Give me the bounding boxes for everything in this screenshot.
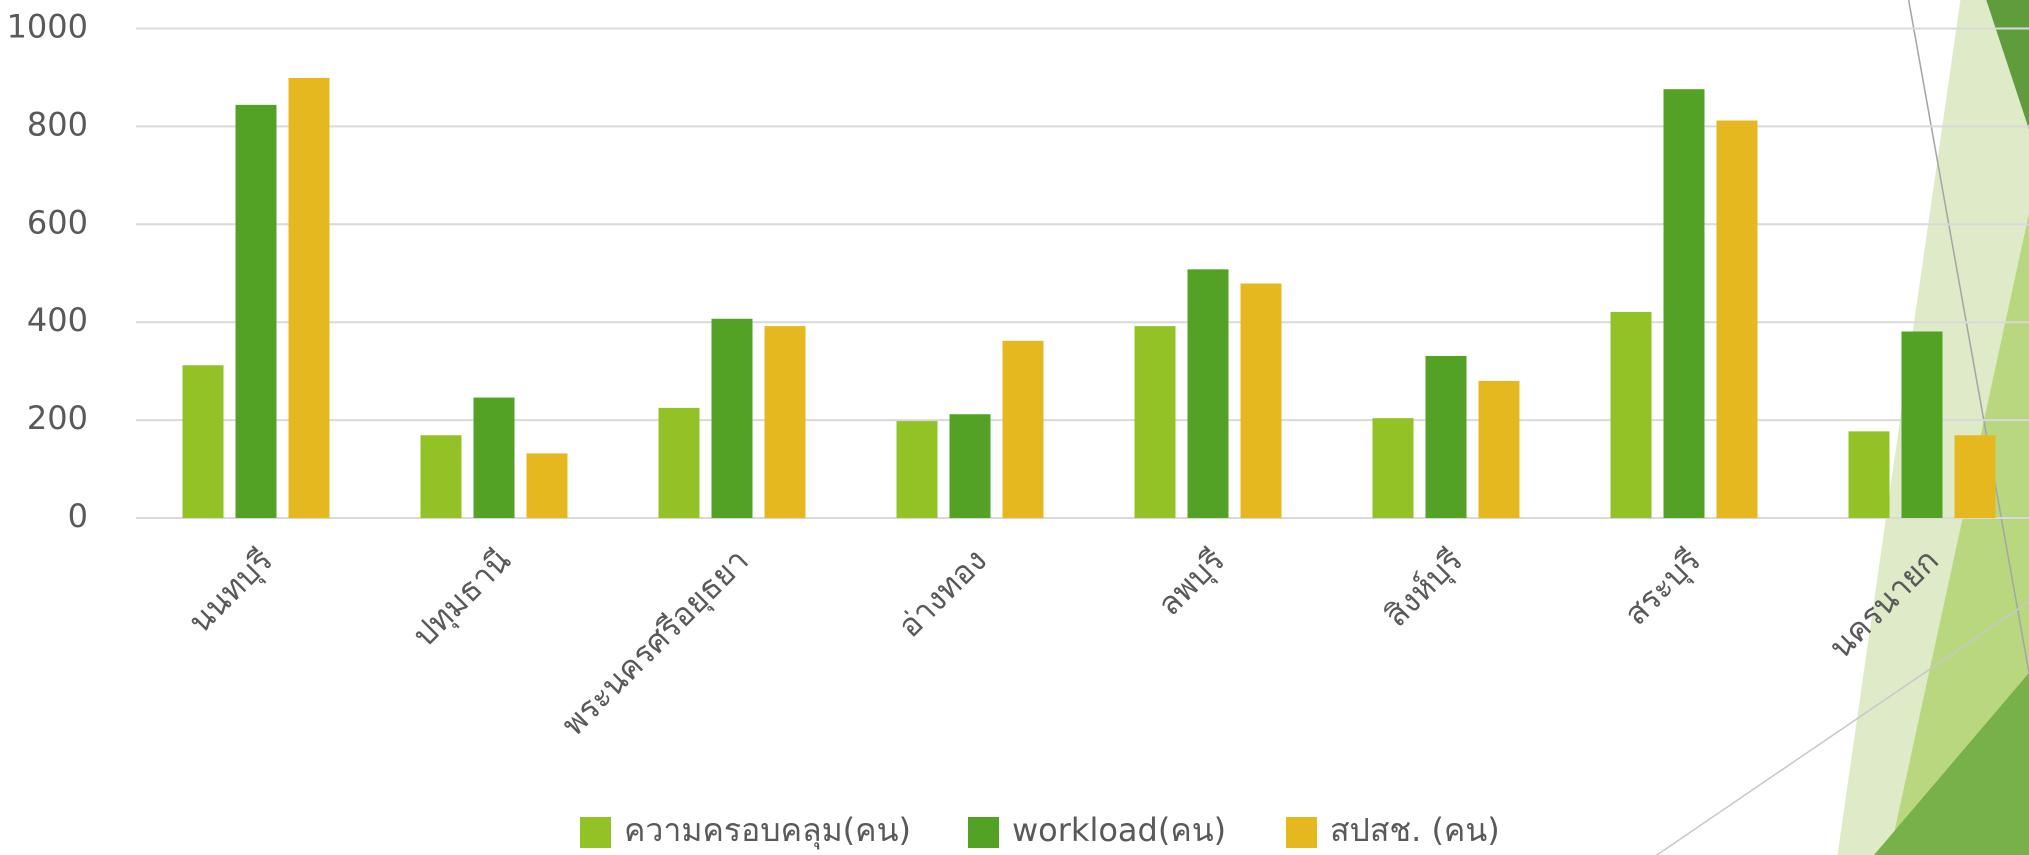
legend-swatch	[1286, 817, 1317, 848]
x-tick-label: พระนครศรีอยุธยา	[554, 541, 757, 744]
x-tick-label: สิงห์บุรี	[1377, 541, 1471, 635]
legend-label: workload(คน)	[1012, 811, 1226, 849]
y-tick-label: 200	[27, 399, 88, 437]
bar	[1610, 311, 1652, 518]
bar	[1954, 435, 1996, 518]
legend-swatch	[968, 817, 999, 848]
bar	[1901, 331, 1943, 518]
bar	[288, 77, 330, 518]
x-tick-label: อ่างทอง	[890, 541, 994, 645]
bar	[420, 435, 462, 518]
bar	[1848, 431, 1890, 518]
bar	[1425, 355, 1467, 518]
deco-line	[1907, 0, 2029, 674]
x-tick-label: ลพบุรี	[1150, 541, 1233, 624]
y-tick-label: 800	[27, 105, 88, 143]
bar	[235, 104, 277, 518]
bar	[711, 318, 753, 518]
bar	[1716, 120, 1758, 518]
bar	[1002, 340, 1044, 518]
x-tick-label: สระบุรี	[1617, 541, 1709, 633]
bar	[658, 407, 700, 518]
deco-shape	[1889, 213, 2029, 855]
bar	[896, 421, 938, 518]
deco-shape	[1873, 672, 2029, 855]
bar	[1134, 326, 1176, 518]
y-tick-label: 400	[27, 301, 88, 339]
legend-swatch	[580, 817, 611, 848]
legend-label: สปสช. (คน)	[1330, 811, 1500, 849]
bar	[1478, 380, 1520, 518]
deco-shape	[1986, 0, 2029, 130]
y-tick-label: 0	[68, 497, 88, 535]
bar	[526, 453, 568, 518]
bar	[182, 365, 224, 518]
x-tick-label: ปทุมธานี	[405, 541, 519, 655]
bar	[1240, 283, 1282, 518]
y-tick-label: 600	[27, 203, 88, 241]
bar	[1372, 418, 1414, 518]
bar	[1663, 89, 1705, 518]
bar	[764, 326, 806, 518]
legend-label: ความครอบคลุม(คน)	[624, 811, 911, 850]
bar	[473, 397, 515, 518]
bar	[949, 414, 991, 518]
bar	[1187, 269, 1229, 518]
y-tick-label: 1000	[7, 8, 88, 46]
deco-line	[1655, 601, 2029, 855]
decoration	[1655, 0, 2029, 855]
x-tick-label: นนทบุรี	[181, 541, 281, 641]
